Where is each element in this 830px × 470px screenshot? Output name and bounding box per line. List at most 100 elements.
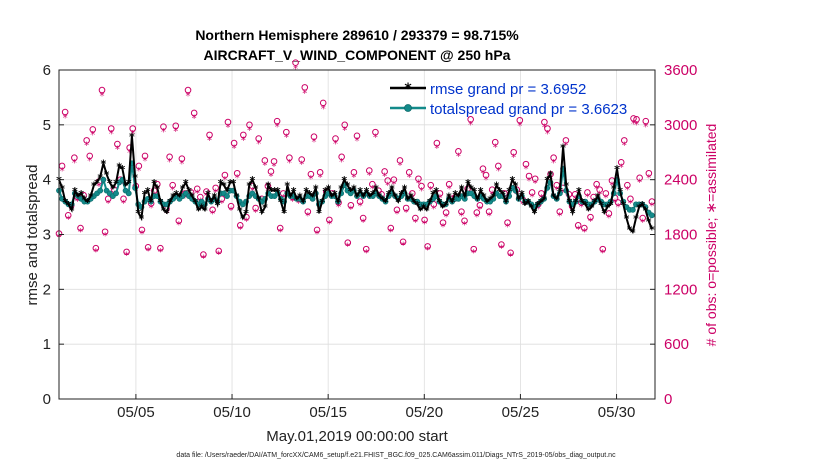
obs-assimilated-marker: * (272, 161, 277, 172)
obs-possible-marker (458, 208, 465, 215)
rmse-point: * (386, 188, 392, 201)
obs-possible-marker (206, 131, 213, 139)
y-right-tick-label: 1800 (664, 227, 697, 244)
obs-possible-marker (455, 148, 462, 155)
obs-assimilated-marker: * (404, 207, 409, 218)
rmse-point: * (389, 182, 395, 195)
obs-possible-marker (123, 248, 130, 256)
obs-possible-marker (276, 224, 284, 232)
obs-assimilated-marker: * (170, 185, 175, 196)
obs-possible-marker (283, 128, 290, 136)
obs-assimilated-marker: * (428, 185, 433, 196)
obs-assimilated-marker: * (100, 91, 105, 102)
rmse-point: * (300, 196, 306, 209)
rmse-point: * (643, 204, 649, 217)
obs-possible-marker (120, 195, 127, 203)
obs-assimilated-marker: * (530, 192, 535, 203)
obs-possible-marker (550, 154, 557, 162)
obs-possible-marker (114, 140, 121, 148)
rmse-point: * (560, 141, 566, 154)
obs-possible-marker (581, 224, 588, 232)
obs-possible-marker (393, 206, 401, 214)
obs-assimilated-marker: * (471, 248, 476, 259)
obs-possible-marker (412, 214, 419, 222)
rmse-point: * (379, 193, 385, 206)
obs-possible-marker (356, 198, 364, 205)
obs-assimilated-marker: * (634, 120, 639, 131)
obs-assimilated-marker: * (385, 180, 390, 191)
obs-assimilated-marker: * (130, 129, 135, 140)
obs-assimilated-marker: * (431, 204, 436, 215)
obs-assimilated-marker: * (459, 211, 464, 222)
y-tick-label: 5 (43, 117, 51, 134)
obs-assimilated-marker: * (201, 253, 206, 264)
obs-possible-marker (473, 209, 481, 216)
obs-assimilated-marker: * (603, 193, 608, 204)
obs-assimilated-marker: * (63, 113, 68, 124)
obs-possible-marker (200, 251, 207, 258)
rmse-point: * (332, 188, 338, 201)
obs-possible-marker (135, 162, 143, 170)
obs-assimilated-marker: * (597, 189, 602, 200)
obs-possible-marker (504, 219, 511, 226)
rmse-point: * (627, 224, 633, 237)
y-axis-label: rmse and totalspread (24, 165, 41, 306)
rmse-point: * (291, 185, 297, 198)
rmse-point: * (589, 202, 595, 215)
x-tick-label: 05/20 (406, 404, 444, 421)
obs-possible-marker (399, 238, 407, 246)
rmse-point: * (576, 185, 582, 198)
obs-assimilated-marker: * (536, 204, 541, 215)
obs-possible-marker (83, 137, 90, 144)
obs-assimilated-marker: * (192, 114, 197, 125)
obs-assimilated-marker: * (511, 152, 516, 163)
obs-assimilated-marker: * (422, 219, 427, 230)
obs-assimilated-marker: * (373, 133, 378, 144)
obs-assimilated-marker: * (235, 173, 240, 184)
obs-assimilated-marker: * (164, 208, 169, 219)
obs-assimilated-marker: * (75, 197, 80, 208)
obs-assimilated-marker: * (619, 162, 624, 173)
rmse-point: * (132, 171, 138, 184)
rmse-point: * (104, 169, 110, 182)
obs-possible-marker (365, 167, 373, 174)
obs-assimilated-marker: * (90, 130, 95, 141)
obs-possible-marker (531, 175, 539, 183)
obs-possible-marker (390, 176, 398, 183)
rmse-point: * (338, 182, 344, 195)
obs-assimilated-marker: * (576, 224, 581, 235)
obs-possible-marker (209, 206, 216, 214)
rmse-point: * (500, 188, 506, 201)
obs-possible-marker (141, 152, 149, 160)
obs-possible-marker (630, 115, 637, 122)
y-axis-right-label: # of obs: o=possible; ∗=assimilated (703, 124, 719, 347)
rmse-point: * (478, 185, 484, 198)
obs-assimilated-marker: * (477, 205, 482, 216)
y-tick-label: 1 (43, 336, 51, 353)
rmse-line (58, 135, 653, 234)
rmse-point: * (383, 196, 389, 209)
obs-assimilated-marker: * (106, 198, 111, 209)
rmse-point: * (411, 196, 417, 209)
rmse-point: * (440, 202, 446, 215)
rmse-point: * (310, 191, 316, 204)
obs-possible-marker (160, 123, 167, 130)
obs-possible-marker (332, 135, 339, 142)
rmse-point: * (272, 185, 278, 198)
x-tick-label: 05/30 (598, 404, 636, 421)
obs-assimilated-marker: * (103, 231, 108, 242)
obs-possible-marker (310, 133, 318, 141)
obs-assimilated-marker: * (523, 164, 528, 175)
grid-lines (59, 70, 655, 399)
rmse-point: * (475, 193, 481, 206)
y-right-tick-label: 600 (664, 336, 689, 353)
rmse-point: * (110, 182, 116, 195)
obs-assimilated-marker: * (554, 185, 559, 196)
rmse-point: * (265, 180, 271, 193)
obs-possible-marker (77, 224, 84, 232)
obs-assimilated-marker: * (606, 213, 611, 224)
rmse-point: * (446, 191, 452, 204)
obs-assimilated-marker: * (444, 212, 449, 223)
obs-assimilated-marker: * (631, 119, 636, 130)
x-axis-label: May.01,2019 00:00:00 start (266, 428, 448, 445)
